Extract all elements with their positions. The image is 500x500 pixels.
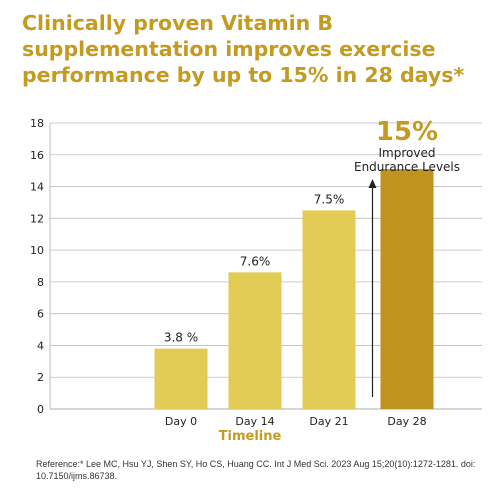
bar: [154, 348, 208, 409]
y-tick-label: 4: [37, 339, 44, 352]
y-tick-label: 16: [30, 149, 44, 162]
highlight-caption-line1: Improved: [379, 146, 436, 160]
x-tick-label: Day 14: [235, 415, 274, 428]
data-label: 7.6%: [240, 254, 271, 268]
x-tick-label: Day 0: [165, 415, 197, 428]
y-tick-label: 0: [37, 403, 44, 416]
bar: [228, 272, 282, 409]
y-tick-label: 18: [30, 117, 44, 130]
x-axis-title: Timeline: [218, 429, 282, 444]
headline: Clinically proven Vitamin B supplementat…: [22, 11, 465, 87]
bar: [302, 210, 356, 409]
bar: [380, 169, 434, 409]
y-tick-label: 6: [37, 308, 44, 321]
y-tick-label: 10: [30, 244, 44, 257]
data-label: 7.5%: [314, 192, 345, 206]
highlight-value: 15%: [376, 117, 438, 147]
arrow-head-icon: [368, 179, 377, 188]
y-tick-label: 14: [30, 181, 44, 194]
y-tick-label: 2: [37, 371, 44, 384]
x-tick-label: Day 21: [309, 415, 348, 428]
y-tick-label: 12: [30, 212, 44, 225]
highlight-caption-line2: Endurance Levels: [354, 160, 460, 174]
data-label: 3.8 %: [164, 331, 198, 345]
reference-citation: Reference:* Lee MC, Hsu YJ, Shen SY, Ho …: [36, 459, 476, 481]
x-tick-label: Day 28: [387, 415, 426, 428]
y-tick-label: 8: [37, 276, 44, 289]
